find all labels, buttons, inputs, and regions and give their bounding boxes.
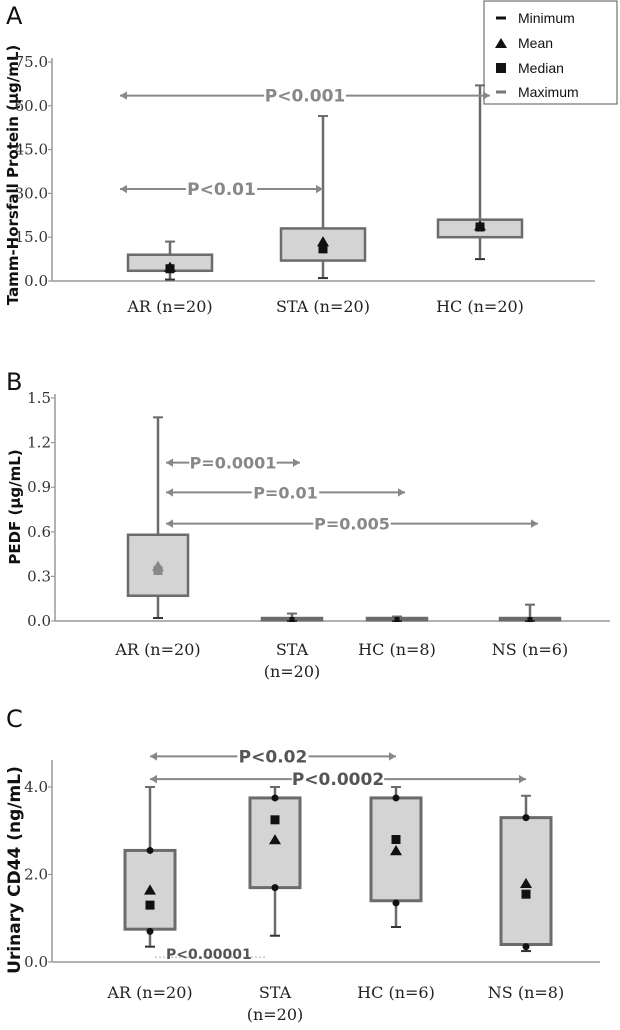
x-category-label: AR (n=20): [126, 297, 212, 316]
panel-label-a: A: [6, 2, 23, 30]
comparison-p-value: P<0.00001: [166, 947, 252, 963]
comparison-arrowhead: [166, 519, 173, 528]
comparison-p-value: P<0.01: [187, 180, 256, 200]
comparison-p-value: P<0.001: [265, 87, 345, 107]
comparison-label-bg: [313, 513, 391, 534]
percentile-dot: [271, 794, 279, 802]
percentile-dot: [146, 927, 154, 935]
comparison-arrowhead: [166, 458, 173, 467]
legend-item-maximum: Maximum: [518, 84, 579, 100]
y-tick-label: 15.0: [15, 228, 48, 246]
y-tick-label: 30.0: [15, 184, 48, 202]
legend-item-mean: Mean: [518, 35, 553, 51]
median-marker: [394, 617, 400, 623]
mean-marker: [390, 845, 402, 856]
panel-label-c: C: [6, 705, 23, 733]
comparison-p-value: P<0.0002: [292, 770, 384, 790]
comparison-p-value: P=0.005: [314, 515, 390, 534]
mean-marker: [269, 834, 281, 845]
median-marker: [153, 565, 163, 575]
legend-item-median: Median: [518, 60, 564, 76]
chart-panel-b: 0.0 0.3 0.6 0.9 1.2 1.5 AR (n=20) STA (n=20) HC (…: [27, 389, 610, 681]
y-tick-label: 0.6: [27, 523, 51, 541]
comparison-arrowhead: [316, 184, 323, 194]
y-tick-label: 0.3: [27, 567, 51, 585]
comparison-p-value: P=0.0001: [190, 454, 277, 473]
y-tick-label: 75.0: [15, 53, 48, 71]
y-tick-label: 0.9: [27, 478, 51, 496]
comparison-arrowhead: [120, 91, 127, 100]
median-marker: [289, 617, 295, 623]
median-marker: [391, 835, 401, 844]
median-marker: [145, 900, 155, 910]
x-category-label: HC (n=6): [357, 983, 435, 1002]
median-legend-icon: [496, 63, 506, 73]
percentile-dot: [271, 884, 279, 892]
y-tick-label: 60.0: [15, 97, 48, 115]
chart-panel-c: 0.0 2.0 4.0 AR (n=20) STA (n=20) HC (n=6) NS (n…: [24, 746, 600, 1024]
percentile-dot: [522, 814, 530, 822]
x-category-label: HC (n=20): [436, 297, 524, 316]
comparison-label-bg: [185, 179, 258, 200]
comparison-label-bg: [189, 452, 277, 473]
legend: Minimum Mean Median Maximum: [483, 0, 618, 105]
percentile-dot: [392, 794, 400, 802]
median-marker: [521, 889, 531, 899]
percentile-dot: [146, 846, 154, 854]
comparison-arrowhead: [120, 184, 127, 194]
comparison-arrowhead: [389, 752, 396, 761]
panel-label-b: B: [6, 368, 22, 396]
y-tick-label: 0.0: [24, 953, 48, 971]
comparison-arrowhead: [483, 91, 490, 100]
x-category-label: HC (n=8): [358, 640, 436, 659]
median-marker: [270, 815, 280, 825]
y-tick-label: 4.0: [24, 778, 48, 796]
median-marker: [318, 244, 328, 254]
legend-frame: [483, 0, 618, 105]
y-tick-label: 45.0: [15, 141, 48, 159]
comparison-p-value: P<0.02: [239, 747, 308, 767]
median-marker: [527, 617, 533, 623]
comparison-label-bg: [237, 746, 309, 767]
y-axis-label-b: PEDF (µg/mL): [6, 449, 24, 564]
comparison-p-value: P=0.01: [253, 483, 318, 502]
mean-marker: [317, 236, 329, 247]
comparison-arrowhead: [398, 488, 405, 497]
x-category-label: NS (n=8): [488, 983, 564, 1002]
y-axis-label-c: Urinary CD44 (ng/mL): [5, 766, 25, 974]
x-category-label: AR (n=20): [106, 983, 192, 1002]
x-category-label: AR (n=20): [114, 640, 200, 659]
percentile-dot: [522, 943, 530, 951]
chart-panel-a: 0.0 15.0 30.0 45.0 60.0 75.0 AR (n=20) STA (n=2…: [15, 53, 595, 316]
median-marker: [475, 222, 485, 232]
comparison-label-bg: [251, 482, 320, 503]
y-tick-label: 1.5: [27, 389, 51, 407]
comparison-arrowhead: [531, 519, 538, 528]
percentile-dot: [392, 899, 400, 907]
x-category-label: STA (n=20): [264, 640, 321, 681]
y-tick-label: 2.0: [24, 866, 48, 884]
x-category-label: STA (n=20): [276, 297, 370, 316]
mean-legend-icon: [495, 38, 507, 48]
comparison-label-bg: [291, 769, 385, 790]
y-tick-label: 0.0: [27, 612, 51, 630]
comparison-arrowhead: [166, 488, 173, 497]
comparison-arrowhead: [150, 752, 157, 761]
legend-item-minimum: Minimum: [518, 10, 575, 26]
median-marker: [165, 264, 175, 274]
y-tick-label: 0.0: [24, 272, 48, 290]
comparison-arrowhead: [150, 774, 157, 784]
comparison-arrowhead: [293, 458, 300, 467]
x-category-label: NS (n=6): [492, 640, 568, 659]
y-axis-label-a: Tamm-Horsfall Protein (µg/mL): [4, 45, 22, 305]
comparison-arrowhead: [519, 774, 526, 784]
x-category-label: STA (n=20): [247, 983, 304, 1024]
mean-marker: [520, 877, 532, 889]
mean-marker: [144, 884, 156, 895]
y-tick-label: 1.2: [27, 434, 51, 452]
comparison-label-bg: [264, 85, 346, 106]
